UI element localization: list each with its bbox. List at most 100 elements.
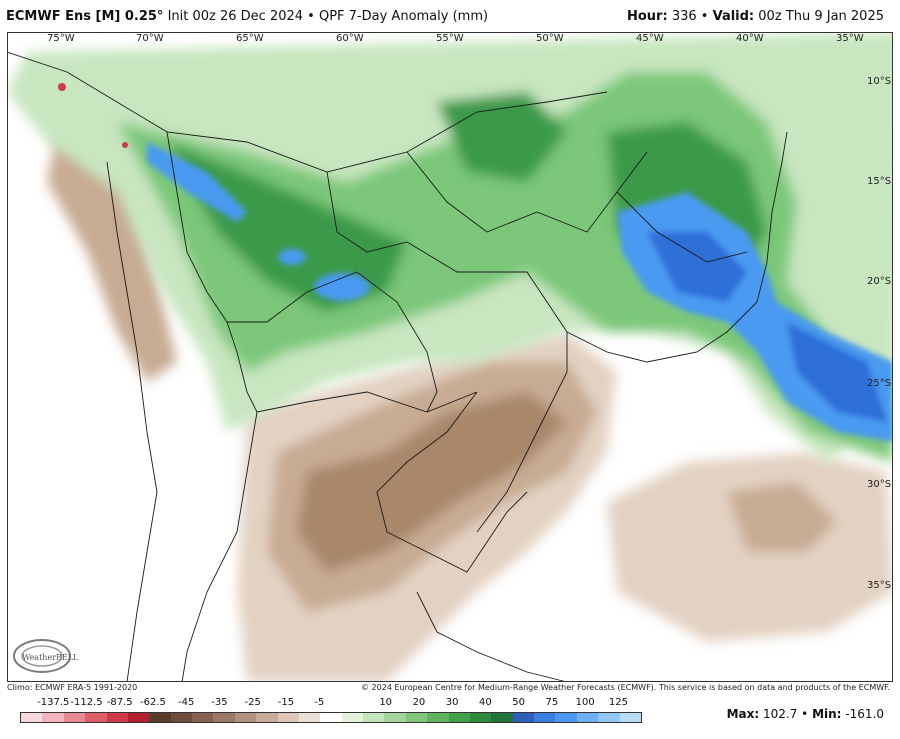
longitude-labels: 75°W 70°W 65°W 60°W 55°W 50°W 45°W 40°W … xyxy=(47,33,864,44)
legend-swatch xyxy=(598,713,620,722)
legend-tick-label: 10 xyxy=(379,697,393,708)
coastline-south-brazil xyxy=(476,332,568,533)
weatherbell-logo: WeatherBELL xyxy=(13,639,79,673)
hour-label: Hour: xyxy=(626,9,668,24)
lat-label: 30°S xyxy=(867,479,891,490)
state-borders-brazil xyxy=(326,171,568,333)
legend-swatch xyxy=(192,713,214,722)
legend-swatch xyxy=(170,713,192,722)
legend-colorbar xyxy=(20,712,642,723)
legend-swatch xyxy=(619,713,641,722)
legend-swatch xyxy=(555,713,577,722)
lon-label: 35°W xyxy=(836,33,864,44)
color-legend: -137.5 -112.5 -87.5 -62.5 -45 -35 -25 -15 -5 10 20… xyxy=(20,697,642,727)
legend-tick-label: 100 xyxy=(575,697,595,708)
border-uruguay xyxy=(376,391,528,573)
legend-tick-label: -25 xyxy=(244,697,261,708)
legend-tick-label: 50 xyxy=(512,697,526,708)
heavy-precip-spot xyxy=(278,249,306,265)
coastline-pacific xyxy=(106,161,158,682)
model-name: ECMWF Ens [M] 0.25° xyxy=(6,9,164,24)
legend-swatch xyxy=(234,713,257,722)
coastline-atlantic xyxy=(566,131,788,363)
lon-label: 45°W xyxy=(636,33,664,44)
valid-time: Hour: 336 • Valid: 00z Thu 9 Jan 2025 xyxy=(627,9,884,24)
border-chile-argentina xyxy=(181,411,258,682)
legend-tick-label: 75 xyxy=(545,697,559,708)
legend-swatch xyxy=(42,713,64,722)
hour-value: 336 xyxy=(671,9,697,24)
anomaly-map: 75°W 70°W 65°W 60°W 55°W 50°W 45°W 40°W … xyxy=(7,32,893,682)
legend-swatch xyxy=(127,713,150,722)
map-frame xyxy=(7,32,893,682)
border-bolivia xyxy=(166,131,438,413)
max-label: Max: xyxy=(726,707,760,721)
heavy-precip-ocean-core xyxy=(787,322,887,422)
init-time: Init 00z 26 Dec 2024 xyxy=(167,9,304,24)
legend-swatch xyxy=(534,713,556,722)
legend-swatch xyxy=(298,713,321,722)
legend-tick-label: -35 xyxy=(211,697,228,708)
legend-tick-label: -15 xyxy=(277,697,295,708)
legend-swatch xyxy=(63,713,86,722)
dry-ocean-mid xyxy=(727,482,837,552)
legend-swatch xyxy=(384,713,406,722)
min-label: Min: xyxy=(812,707,842,721)
extreme-dry-spot xyxy=(122,142,128,148)
legend-swatch xyxy=(256,713,278,722)
lon-label: 75°W xyxy=(47,33,75,44)
legend-tick-label: -62.5 xyxy=(140,697,166,708)
wet-region-strong-north xyxy=(437,92,567,182)
lon-label: 40°W xyxy=(736,33,764,44)
legend-swatch xyxy=(512,713,534,722)
stats-bullet: • xyxy=(801,707,809,721)
map-canvas: 75°W 70°W 65°W 60°W 55°W 50°W 45°W 40°W … xyxy=(7,32,893,682)
lon-label: 65°W xyxy=(236,33,264,44)
legend-tick-label: 30 xyxy=(445,697,459,708)
title-bullet: • xyxy=(307,9,315,24)
map-title: ECMWF Ens [M] 0.25° Init 00z 26 Dec 2024… xyxy=(6,9,488,24)
heavy-precip-core xyxy=(647,232,747,302)
lon-label: 70°W xyxy=(136,33,164,44)
legend-swatch xyxy=(21,713,43,722)
coastline-argentina xyxy=(416,591,568,682)
country-borders xyxy=(7,51,788,682)
legend-swatch xyxy=(405,713,428,722)
valid-value: 00z Thu 9 Jan 2025 xyxy=(758,9,884,24)
border-north xyxy=(7,51,608,173)
lat-label: 35°S xyxy=(867,580,891,591)
lat-label: 15°S xyxy=(867,176,891,187)
legend-swatch xyxy=(341,713,363,722)
wet-region-strong-west xyxy=(167,142,407,312)
legend-tick-label: -87.5 xyxy=(106,697,133,708)
copyright-note: © 2024 European Centre for Medium-Range … xyxy=(361,683,890,692)
legend-swatch xyxy=(320,713,342,722)
legend-swatch xyxy=(491,713,513,722)
legend-swatch xyxy=(85,713,107,722)
product-name: QPF 7-Day Anomaly (mm) xyxy=(318,9,489,24)
max-value: 102.7 xyxy=(762,707,798,721)
legend-swatch xyxy=(469,713,492,722)
valid-label: Valid: xyxy=(712,9,755,24)
legend-tick-label: -5 xyxy=(314,697,325,708)
legend-tick-label: 20 xyxy=(412,697,426,708)
legend-swatch xyxy=(448,713,470,722)
lon-label: 50°W xyxy=(536,33,564,44)
state-borders-east xyxy=(616,191,748,263)
dry-andes xyxy=(47,132,177,382)
max-min-readout: Max: 102.7 • Min: -161.0 xyxy=(727,707,884,721)
legend-swatch xyxy=(149,713,171,722)
valid-bullet: • xyxy=(700,9,709,24)
lat-label: 20°S xyxy=(867,276,891,287)
min-value: -161.0 xyxy=(845,707,884,721)
climo-note: Climo: ECMWF ERA-5 1991-2020 xyxy=(7,683,138,692)
legend-swatch xyxy=(213,713,235,722)
heavy-precip-pantanal xyxy=(314,273,370,301)
logo-text: WeatherBELL xyxy=(22,653,79,662)
legend-swatch xyxy=(277,713,299,722)
lat-label: 25°S xyxy=(867,378,891,389)
legend-swatch xyxy=(363,713,385,722)
legend-swatch xyxy=(106,713,128,722)
header-bar: ECMWF Ens [M] 0.25° Init 00z 26 Dec 2024… xyxy=(0,0,900,32)
dry-region-strong xyxy=(297,392,567,572)
